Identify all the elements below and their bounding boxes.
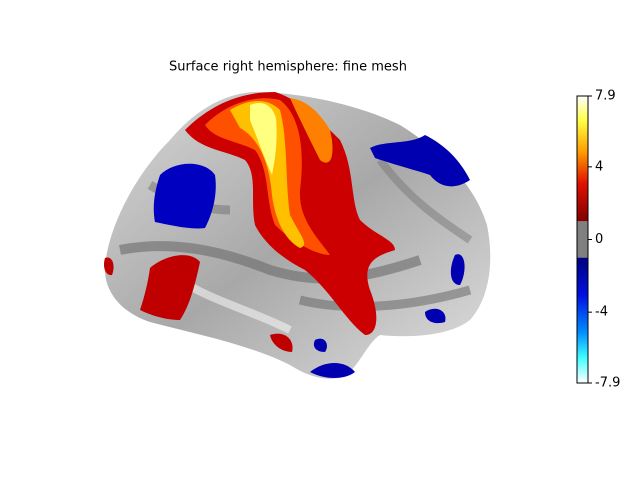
colorbar-tick-label: -4	[595, 305, 608, 320]
colorbar-cold	[577, 257, 588, 383]
colorbar-tick-label: 7.9	[595, 89, 616, 104]
colorbar-tick-label: 0	[595, 232, 603, 247]
colorbar: 7.9 4 0 -4 -7.9	[576, 89, 620, 391]
activation-blobs	[103, 92, 470, 378]
colorbar-tick-label: -7.9	[595, 376, 620, 391]
chart-title: Surface right hemisphere: fine mesh	[169, 60, 407, 75]
colorbar-hot	[577, 96, 588, 222]
colorbar-threshold	[577, 221, 588, 258]
colorbar-tick-label: 4	[595, 159, 603, 174]
